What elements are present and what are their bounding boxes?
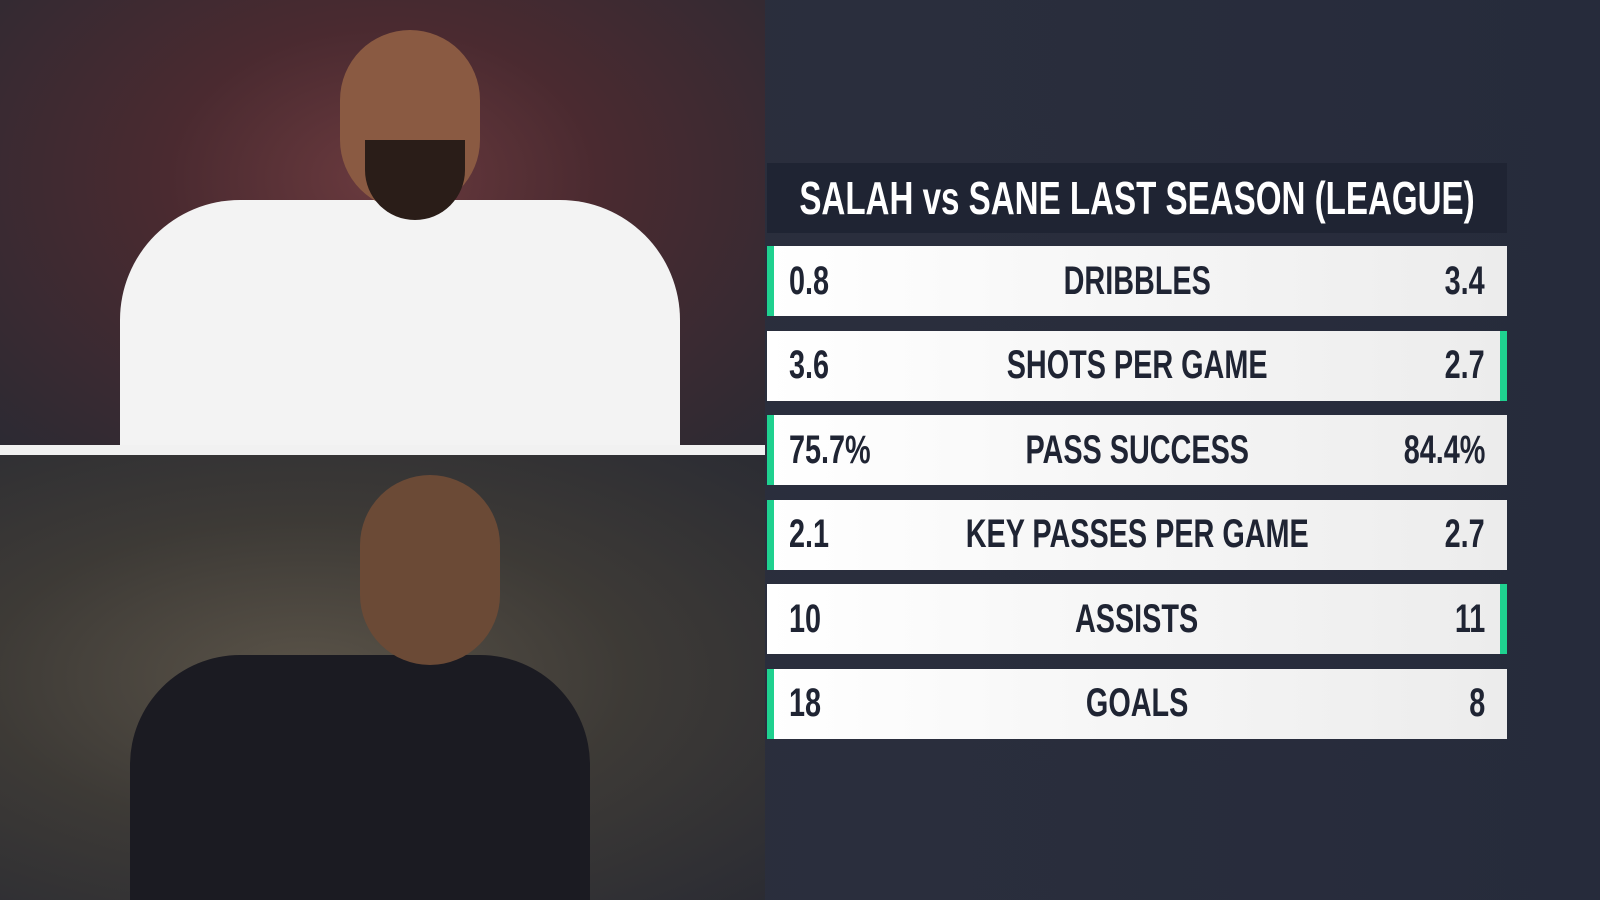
stat-label: DRIBBLES: [1063, 258, 1211, 303]
stat-label-cell: DRIBBLES: [767, 246, 1507, 316]
left-value: 3.6: [789, 343, 830, 387]
right-value: 8: [1468, 681, 1485, 725]
right-value-cell: 84.4%: [1372, 415, 1485, 485]
left-value-cell: 3.6: [789, 331, 845, 401]
player-photo: [0, 0, 765, 445]
left-value-cell: 0.8: [789, 246, 845, 316]
right-value: 2.7: [1444, 512, 1485, 556]
stat-label-cell: PASS SUCCESS: [767, 415, 1507, 485]
stat-row: 3.6 SHOTS PER GAME 2.7: [767, 330, 1507, 401]
right-value-cell: 8: [1463, 669, 1485, 739]
stat-label: GOALS: [1085, 681, 1189, 725]
stat-label: KEY PASSES PER GAME: [965, 512, 1309, 556]
left-value: 10: [789, 596, 822, 641]
stat-label-cell: ASSISTS: [767, 584, 1507, 654]
divider: [0, 445, 765, 455]
right-value: 2.7: [1444, 343, 1485, 387]
left-value: 75.7%: [789, 427, 871, 472]
right-value-cell: 2.7: [1429, 500, 1485, 570]
right-value-cell: 11: [1443, 584, 1485, 654]
left-value-cell: 18: [789, 669, 834, 739]
left-value-cell: 10: [789, 584, 834, 654]
stat-row: 75.7% PASS SUCCESS 84.4%: [767, 415, 1507, 485]
accent-bar: [767, 415, 774, 485]
right-value-cell: 3.4: [1429, 246, 1485, 316]
stat-label: PASS SUCCESS: [1025, 427, 1249, 472]
beard: [365, 140, 465, 220]
left-value: 18: [789, 681, 822, 725]
stat-row: 18 GOALS 8: [767, 668, 1507, 739]
player-photo: [0, 455, 765, 900]
stat-label-cell: GOALS: [767, 669, 1507, 739]
left-value-cell: 2.1: [789, 500, 845, 570]
accent-bar: [1500, 584, 1507, 654]
stat-row: 10 ASSISTS 11: [767, 584, 1507, 654]
head: [360, 475, 500, 665]
shirt: [130, 655, 590, 900]
accent-bar: [767, 499, 774, 570]
accent-bar: [767, 246, 774, 316]
left-value-cell: 75.7%: [789, 415, 902, 485]
right-value: 84.4%: [1403, 427, 1485, 472]
left-value: 2.1: [789, 512, 830, 556]
right-value: 11: [1454, 596, 1485, 641]
stat-label: ASSISTS: [1075, 596, 1199, 641]
stat-row: 0.8 DRIBBLES 3.4: [767, 246, 1507, 316]
stat-row: 2.1 KEY PASSES PER GAME 2.7: [767, 499, 1507, 570]
left-value: 0.8: [789, 258, 830, 303]
stat-label-cell: SHOTS PER GAME: [767, 331, 1507, 401]
stat-label: SHOTS PER GAME: [1006, 343, 1268, 387]
right-value: 3.4: [1444, 258, 1485, 303]
shirt: [120, 200, 680, 445]
stat-label-cell: KEY PASSES PER GAME: [767, 500, 1507, 570]
right-value-cell: 2.7: [1429, 331, 1485, 401]
title-bar: SALAH vs SANE LAST SEASON (LEAGUE): [767, 163, 1507, 233]
title: SALAH vs SANE LAST SEASON (LEAGUE): [799, 172, 1475, 224]
accent-bar: [767, 668, 774, 739]
accent-bar: [1500, 330, 1507, 401]
